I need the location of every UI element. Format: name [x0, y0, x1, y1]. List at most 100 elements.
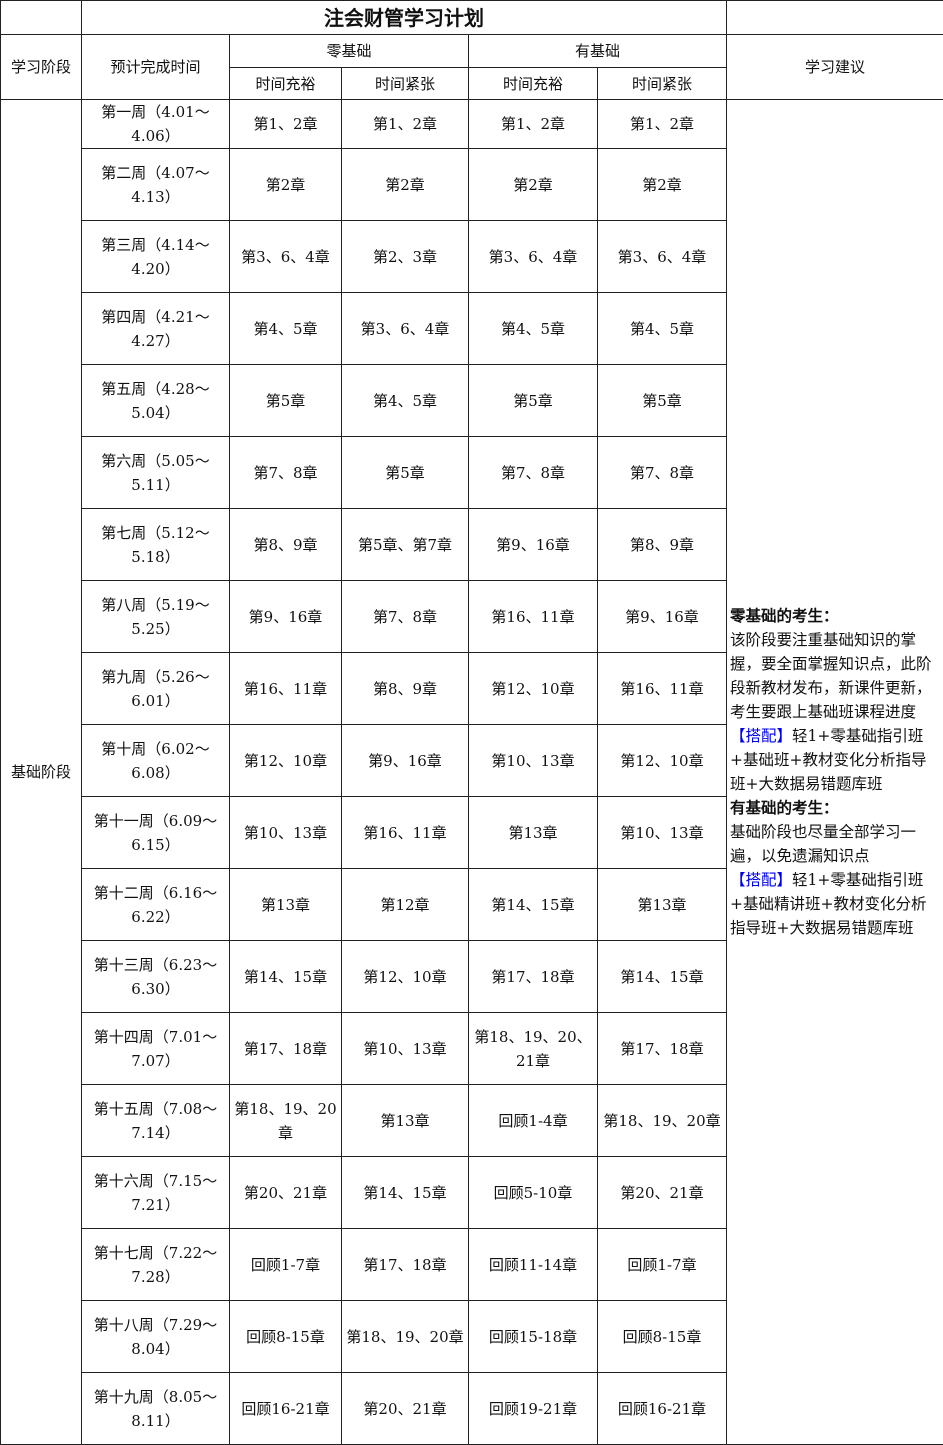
has-tight-cell: 第4、5章 — [598, 293, 727, 365]
advice-zero-text: 该阶段要注重基础知识的掌握，要全面掌握知识点，此阶段新教材发布，新课件更新，考生… — [730, 631, 932, 721]
header-advice: 学习建议 — [727, 35, 943, 100]
header-has-ample: 时间充裕 — [469, 68, 598, 100]
has-ample-cell: 回顾15-18章 — [469, 1301, 598, 1373]
header-has-tight: 时间紧张 — [598, 68, 727, 100]
zero-ample-cell: 回顾1-7章 — [230, 1229, 342, 1301]
has-tight-cell: 第3、6、4章 — [598, 221, 727, 293]
zero-tight-cell: 第5章、第7章 — [342, 509, 469, 581]
has-tight-cell: 第2章 — [598, 149, 727, 221]
has-tight-cell: 第12、10章 — [598, 725, 727, 797]
zero-ample-cell: 第5章 — [230, 365, 342, 437]
has-ample-cell: 回顾5-10章 — [469, 1157, 598, 1229]
blank-corner-right — [727, 1, 943, 35]
zero-ample-cell: 第9、16章 — [230, 581, 342, 653]
header-zero-basis: 零基础 — [230, 35, 469, 68]
zero-ample-cell: 第4、5章 — [230, 293, 342, 365]
zero-tight-cell: 第18、19、20章 — [342, 1301, 469, 1373]
week-cell: 第十二周（6.16～6.22） — [82, 869, 230, 941]
has-ample-cell: 回顾11-14章 — [469, 1229, 598, 1301]
stage-cell: 基础阶段 — [1, 100, 82, 1445]
has-ample-cell: 回顾1-4章 — [469, 1085, 598, 1157]
week-cell: 第六周（5.05～5.11） — [82, 437, 230, 509]
page-title: 注会财管学习计划 — [82, 1, 727, 35]
zero-ample-cell: 第13章 — [230, 869, 342, 941]
has-ample-cell: 回顾19-21章 — [469, 1373, 598, 1445]
zero-tight-cell: 第16、11章 — [342, 797, 469, 869]
advice-has-tag: 【搭配】 — [730, 871, 792, 889]
zero-ample-cell: 第3、6、4章 — [230, 221, 342, 293]
zero-ample-cell: 第16、11章 — [230, 653, 342, 725]
zero-tight-cell: 第5章 — [342, 437, 469, 509]
has-ample-cell: 第9、16章 — [469, 509, 598, 581]
zero-tight-cell: 第1、2章 — [342, 100, 469, 149]
has-tight-cell: 第1、2章 — [598, 100, 727, 149]
week-cell: 第二周（4.07～4.13） — [82, 149, 230, 221]
has-tight-cell: 第13章 — [598, 869, 727, 941]
zero-ample-cell: 第1、2章 — [230, 100, 342, 149]
week-cell: 第十周（6.02～6.08） — [82, 725, 230, 797]
header-has-basis: 有基础 — [469, 35, 727, 68]
week-cell: 第十九周（8.05～8.11） — [82, 1373, 230, 1445]
has-tight-cell: 第17、18章 — [598, 1013, 727, 1085]
zero-tight-cell: 第7、8章 — [342, 581, 469, 653]
zero-tight-cell: 第20、21章 — [342, 1373, 469, 1445]
has-tight-cell: 第18、19、20章 — [598, 1085, 727, 1157]
week-cell: 第十六周（7.15～7.21） — [82, 1157, 230, 1229]
has-ample-cell: 第1、2章 — [469, 100, 598, 149]
advice-zero-heading: 零基础的考生： — [730, 606, 839, 625]
week-cell: 第十三周（6.23～6.30） — [82, 941, 230, 1013]
zero-tight-cell: 第10、13章 — [342, 1013, 469, 1085]
blank-corner — [1, 1, 82, 35]
week-cell: 第十七周（7.22～7.28） — [82, 1229, 230, 1301]
week-cell: 第三周（4.14～4.20） — [82, 221, 230, 293]
has-tight-cell: 第8、9章 — [598, 509, 727, 581]
has-ample-cell: 第16、11章 — [469, 581, 598, 653]
has-tight-cell: 回顾8-15章 — [598, 1301, 727, 1373]
has-tight-cell: 第7、8章 — [598, 437, 727, 509]
zero-ample-cell: 第18、19、20章 — [230, 1085, 342, 1157]
zero-tight-cell: 第12、10章 — [342, 941, 469, 1013]
has-ample-cell: 第7、8章 — [469, 437, 598, 509]
has-tight-cell: 第9、16章 — [598, 581, 727, 653]
advice-cell: 零基础的考生： 该阶段要注重基础知识的掌握，要全面掌握知识点，此阶段新教材发布，… — [727, 100, 943, 1445]
zero-tight-cell: 第13章 — [342, 1085, 469, 1157]
zero-tight-cell: 第3、6、4章 — [342, 293, 469, 365]
week-cell: 第一周（4.01～4.06） — [82, 100, 230, 149]
has-ample-cell: 第18、19、20、21章 — [469, 1013, 598, 1085]
has-ample-cell: 第3、6、4章 — [469, 221, 598, 293]
zero-ample-cell: 第8、9章 — [230, 509, 342, 581]
has-ample-cell: 第14、15章 — [469, 869, 598, 941]
header-zero-ample: 时间充裕 — [230, 68, 342, 100]
week-cell: 第十五周（7.08～7.14） — [82, 1085, 230, 1157]
week-cell: 第十八周（7.29～8.04） — [82, 1301, 230, 1373]
week-cell: 第七周（5.12～5.18） — [82, 509, 230, 581]
zero-ample-cell: 第14、15章 — [230, 941, 342, 1013]
has-ample-cell: 第5章 — [469, 365, 598, 437]
has-ample-cell: 第17、18章 — [469, 941, 598, 1013]
advice-zero-tag: 【搭配】 — [730, 727, 792, 745]
zero-tight-cell: 第9、16章 — [342, 725, 469, 797]
zero-tight-cell: 第4、5章 — [342, 365, 469, 437]
zero-ample-cell: 第2章 — [230, 149, 342, 221]
has-tight-cell: 回顾16-21章 — [598, 1373, 727, 1445]
has-tight-cell: 第10、13章 — [598, 797, 727, 869]
has-tight-cell: 第20、21章 — [598, 1157, 727, 1229]
has-ample-cell: 第13章 — [469, 797, 598, 869]
week-cell: 第十四周（7.01～7.07） — [82, 1013, 230, 1085]
zero-ample-cell: 回顾16-21章 — [230, 1373, 342, 1445]
zero-ample-cell: 第10、13章 — [230, 797, 342, 869]
has-tight-cell: 回顾1-7章 — [598, 1229, 727, 1301]
zero-tight-cell: 第8、9章 — [342, 653, 469, 725]
zero-tight-cell: 第2章 — [342, 149, 469, 221]
table-row: 基础阶段第一周（4.01～4.06）第1、2章第1、2章第1、2章第1、2章 零… — [1, 100, 943, 149]
header-zero-tight: 时间紧张 — [342, 68, 469, 100]
week-cell: 第四周（4.21～4.27） — [82, 293, 230, 365]
zero-tight-cell: 第2、3章 — [342, 221, 469, 293]
advice-has-text: 基础阶段也尽量全部学习一遍，以免遗漏知识点 — [730, 823, 916, 865]
week-cell: 第八周（5.19～5.25） — [82, 581, 230, 653]
zero-tight-cell: 第12章 — [342, 869, 469, 941]
has-ample-cell: 第10、13章 — [469, 725, 598, 797]
zero-ample-cell: 回顾8-15章 — [230, 1301, 342, 1373]
has-ample-cell: 第12、10章 — [469, 653, 598, 725]
